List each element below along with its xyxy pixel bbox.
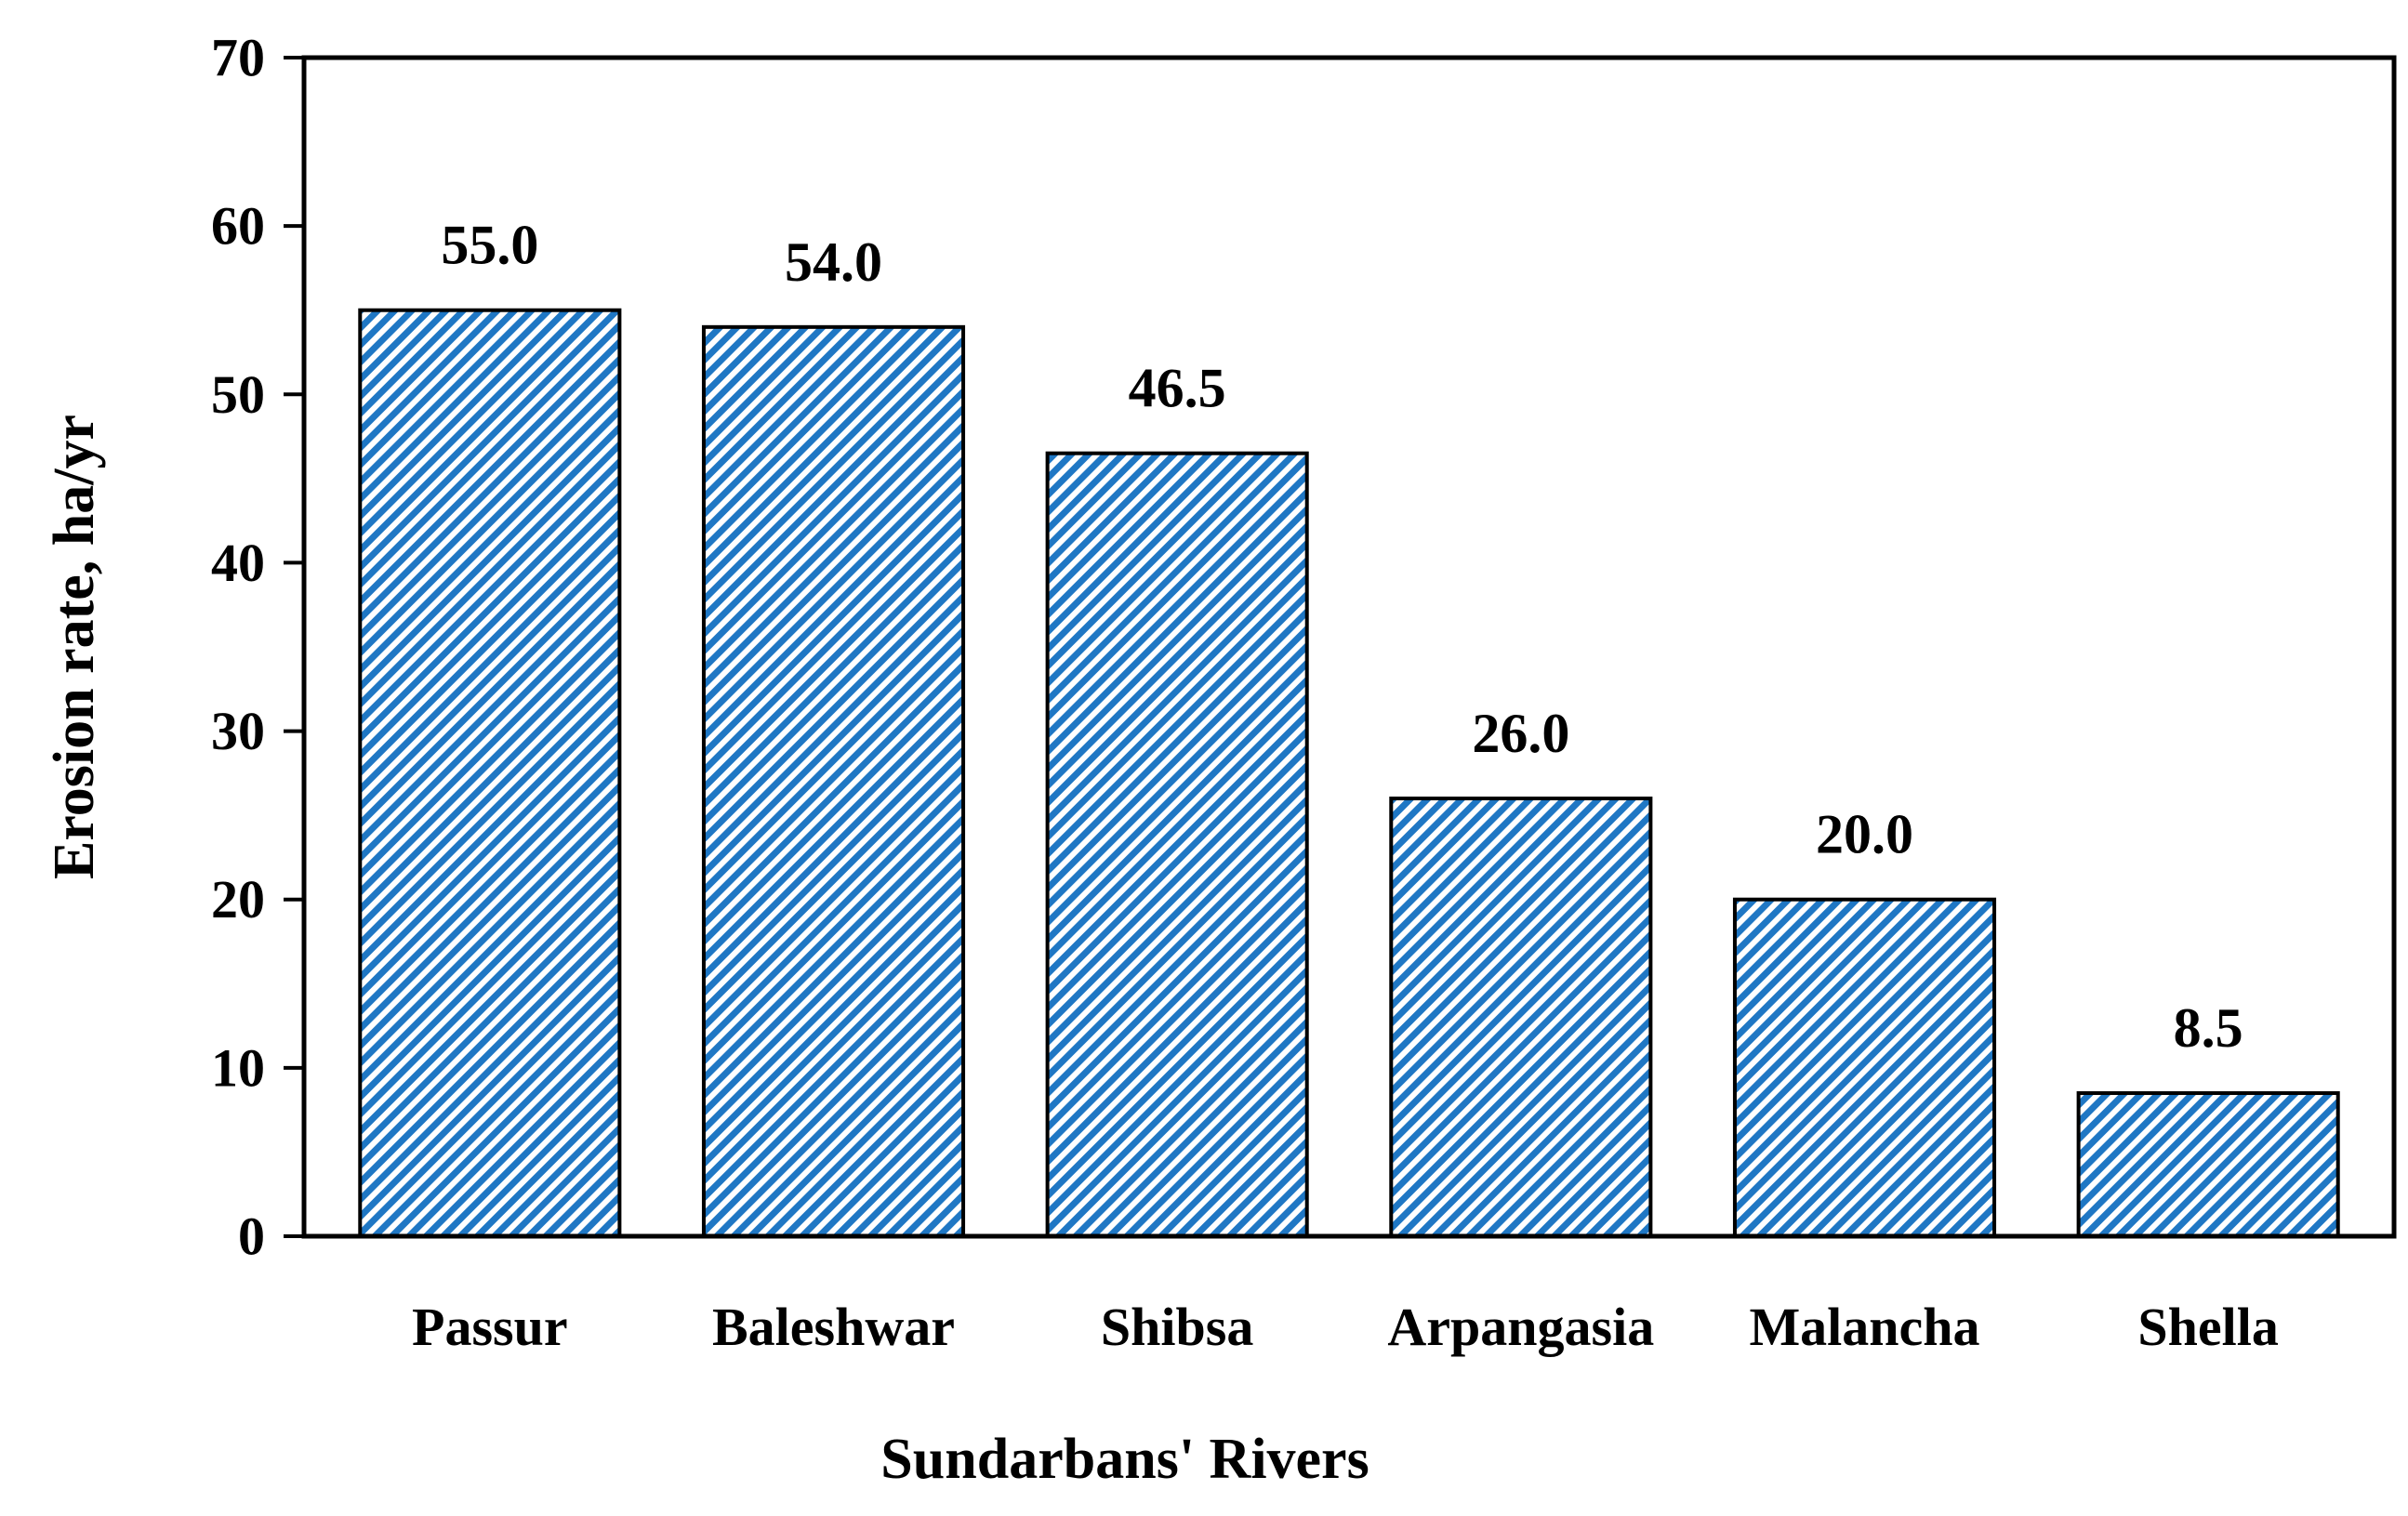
y-axis-title: Erosion rate, ha/yr — [43, 415, 106, 879]
data-label-shibsa: 46.5 — [1129, 358, 1226, 419]
y-tick-label: 30 — [211, 701, 265, 761]
y-tick-label: 70 — [211, 28, 265, 88]
data-labels: 55.0 54.0 46.5 26.0 20.0 8.5 — [441, 215, 2243, 1059]
y-tick-label: 20 — [211, 869, 265, 929]
bar-shella — [2076, 1091, 2340, 1238]
bar-passur — [358, 308, 622, 1238]
x-tick-label-malancha: Malancha — [1749, 1297, 1979, 1357]
data-label-shella: 8.5 — [2174, 997, 2243, 1059]
x-tick-label-shella: Shella — [2137, 1297, 2279, 1357]
x-tick-label-shibsa: Shibsa — [1101, 1297, 1253, 1357]
plot-area-frame — [301, 55, 2397, 1239]
bar-malancha — [1732, 897, 1997, 1238]
x-tick-label-passur: Passur — [412, 1297, 568, 1357]
data-label-arpangasia: 26.0 — [1472, 703, 1569, 764]
data-label-baleshwar: 54.0 — [785, 231, 882, 293]
y-tick-label: 10 — [211, 1037, 265, 1098]
bars — [358, 308, 2340, 1239]
x-axis-title: Sundarbans' Rivers — [880, 1428, 1369, 1491]
bar-shibsa — [1045, 451, 1309, 1238]
y-axis-ticks: 0 10 20 30 40 50 60 70 — [211, 28, 304, 1267]
data-label-malancha: 20.0 — [1816, 804, 1913, 865]
y-tick-label: 40 — [211, 533, 265, 593]
x-tick-label-baleshwar: Baleshwar — [712, 1297, 955, 1357]
bar-arpangasia — [1389, 797, 1653, 1238]
data-label-passur: 55.0 — [441, 215, 538, 276]
y-tick-label: 50 — [211, 364, 265, 425]
x-axis-tick-labels: Passur Baleshwar Shibsa Arpangasia Malancha S… — [412, 1297, 2279, 1357]
x-tick-label-arpangasia: Arpangasia — [1387, 1297, 1654, 1357]
bar-baleshwar — [701, 324, 966, 1239]
y-tick-label: 0 — [238, 1206, 265, 1267]
y-tick-label: 60 — [211, 196, 265, 257]
